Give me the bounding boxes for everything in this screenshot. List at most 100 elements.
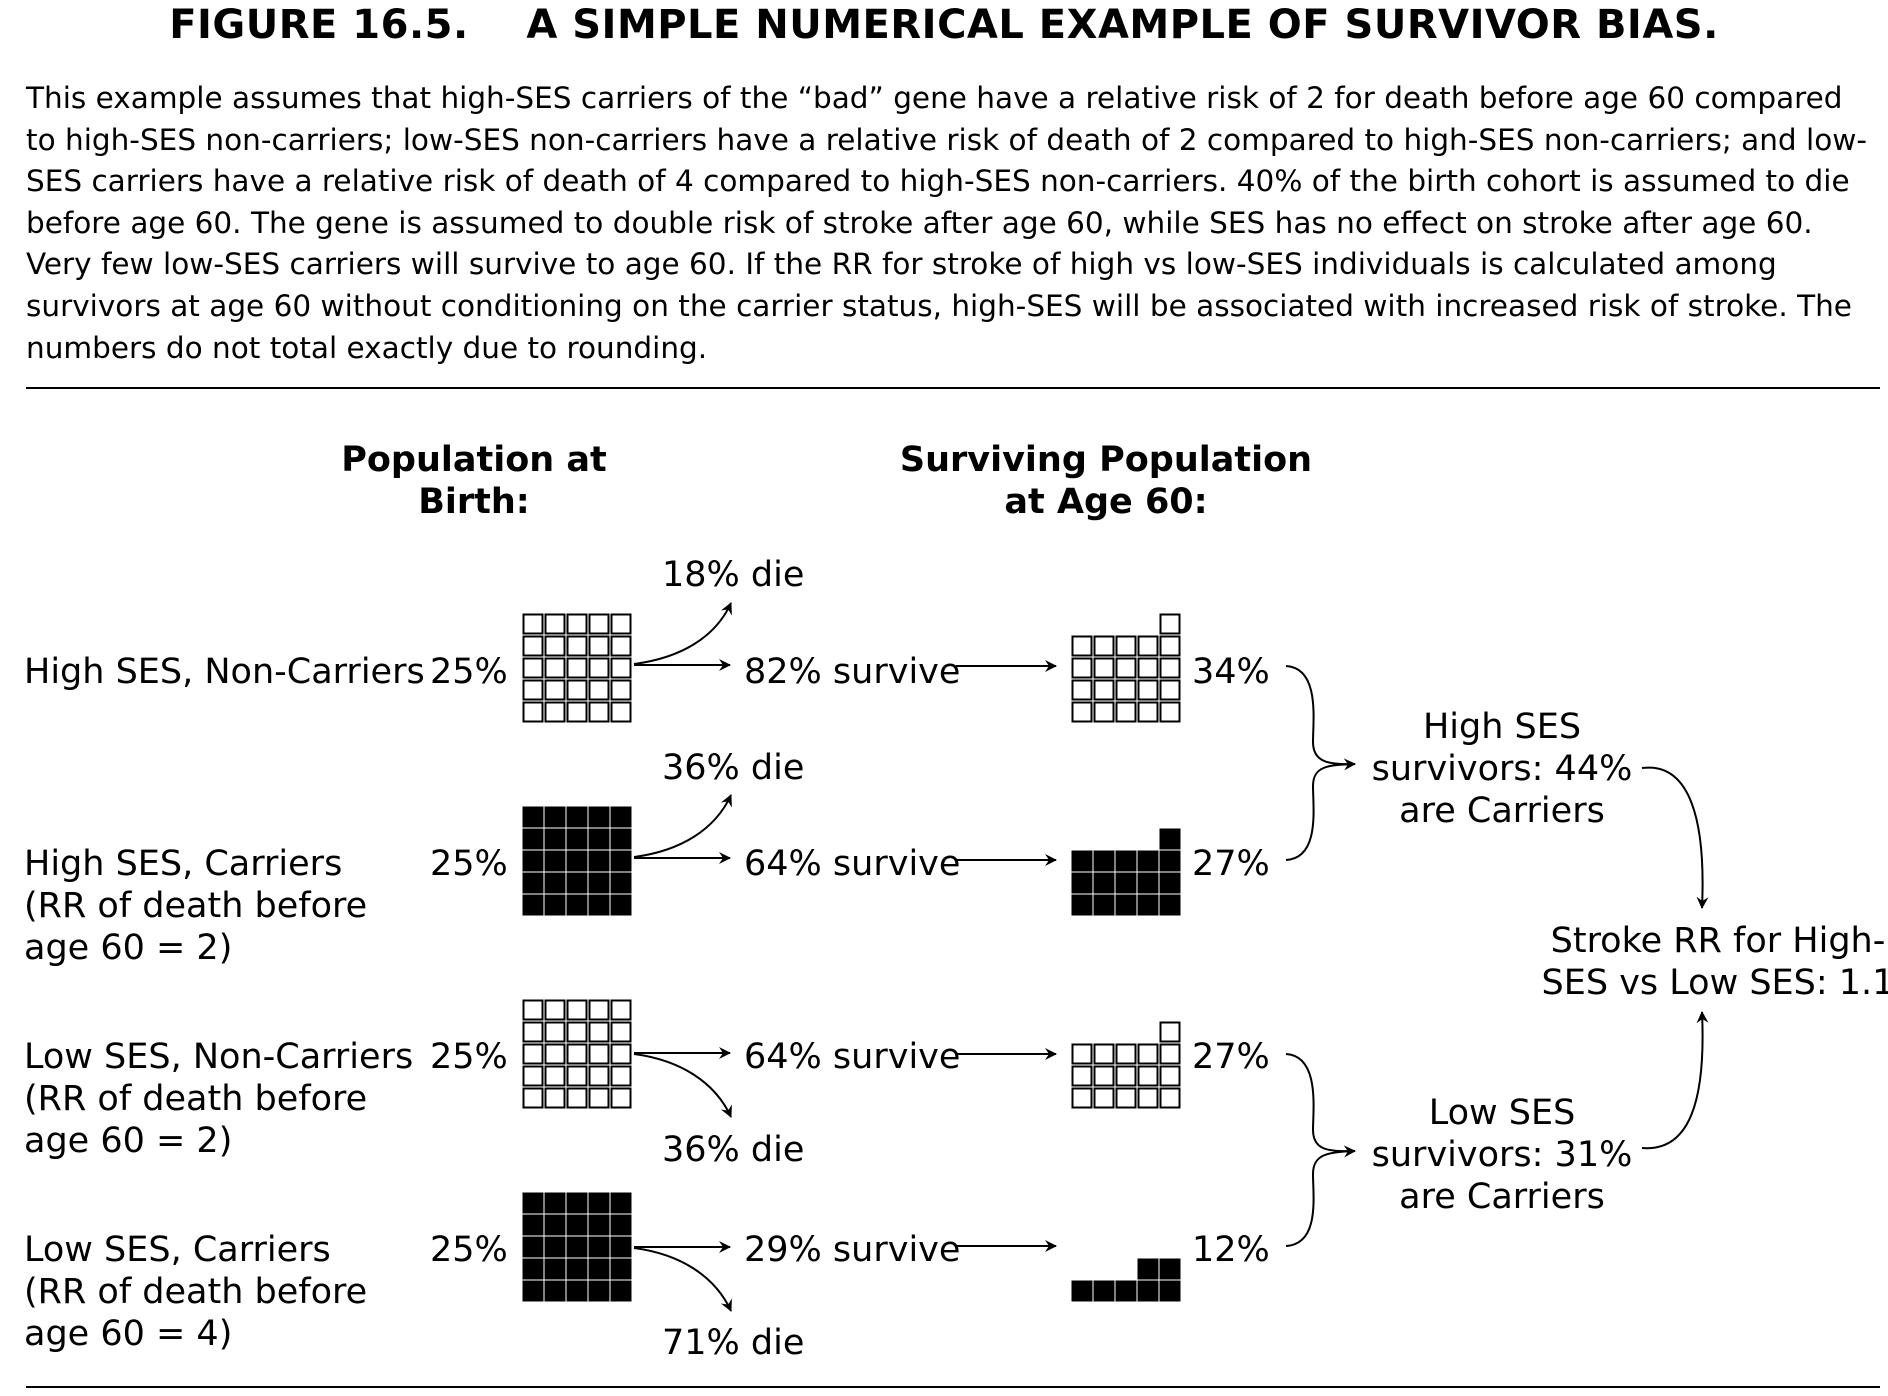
high-ses-summary-line1: High SES [1423, 707, 1581, 747]
group-high-ses-carriers: High SES, Carriers (RR of death before a… [24, 748, 1270, 968]
age60-pct: 27% [1192, 844, 1270, 884]
person-square [522, 1192, 544, 1214]
person-square [588, 701, 610, 723]
person-square [566, 1258, 588, 1280]
person-square [588, 1065, 610, 1087]
person-square [1115, 1280, 1137, 1302]
person-square [1137, 635, 1159, 657]
person-square [588, 635, 610, 657]
person-square [1137, 850, 1159, 872]
person-square [610, 635, 632, 657]
person-square [544, 701, 566, 723]
group-label-line1: High SES, Carriers [24, 844, 342, 884]
person-square [588, 999, 610, 1021]
person-square [610, 1087, 632, 1109]
person-square [588, 1043, 610, 1065]
person-square [1071, 1087, 1093, 1109]
birth-header-line1: Population at [341, 440, 607, 480]
person-square [1159, 872, 1181, 894]
person-square [1115, 1087, 1137, 1109]
person-square [610, 806, 632, 828]
person-square [1137, 1065, 1159, 1087]
person-square [1093, 657, 1115, 679]
person-square [544, 1236, 566, 1258]
person-square [1137, 657, 1159, 679]
person-square [544, 1280, 566, 1302]
birth-header-line2: Birth: [418, 482, 530, 522]
birth-pct: 25% [430, 1230, 508, 1270]
high-ses-summary-line2: survivors: 44% [1372, 749, 1633, 789]
person-square [1159, 1065, 1181, 1087]
person-square [1115, 1065, 1137, 1087]
person-square [1093, 894, 1115, 916]
person-square [566, 1043, 588, 1065]
birth-pct: 25% [430, 1037, 508, 1077]
person-square [522, 701, 544, 723]
low-ses-summary-line3: are Carriers [1399, 1177, 1605, 1217]
person-square [1093, 1065, 1115, 1087]
person-square [588, 1214, 610, 1236]
person-square [610, 1043, 632, 1065]
die-arrow [633, 1247, 732, 1312]
group-low-ses-carriers: Low SES, Carriers (RR of death before ag… [24, 1192, 1270, 1363]
person-square [610, 894, 632, 916]
person-square [1137, 1087, 1159, 1109]
person-square [544, 657, 566, 679]
person-square [1093, 872, 1115, 894]
person-square [566, 657, 588, 679]
group-label-line2: (RR of death before [24, 886, 367, 926]
age60-pct: 34% [1192, 652, 1270, 692]
person-square [588, 679, 610, 701]
person-square [1115, 1043, 1137, 1065]
person-square [544, 1021, 566, 1043]
person-square [1159, 701, 1181, 723]
person-square [1071, 635, 1093, 657]
person-square [544, 872, 566, 894]
survive-label: 64% survive [744, 844, 960, 884]
high-to-stroke-arrow [1641, 766, 1709, 909]
survivor-square-grid [1071, 1258, 1181, 1302]
person-square [566, 1192, 588, 1214]
birth-square-grid [522, 1192, 632, 1302]
person-square [588, 894, 610, 916]
person-square [1093, 701, 1115, 723]
survivor-square-grid [1071, 613, 1181, 723]
person-square [544, 679, 566, 701]
person-square [588, 872, 610, 894]
stroke-rr-line1: Stroke RR for High- [1551, 921, 1886, 961]
person-square [522, 613, 544, 635]
person-square [566, 613, 588, 635]
birth-pct: 25% [430, 652, 508, 692]
person-square [522, 894, 544, 916]
person-square [544, 1258, 566, 1280]
person-square [1115, 872, 1137, 894]
person-square [522, 1021, 544, 1043]
die-label: 71% die [662, 1323, 804, 1363]
person-square [1137, 679, 1159, 701]
person-square [1093, 635, 1115, 657]
person-square [610, 1021, 632, 1043]
person-square [544, 999, 566, 1021]
person-square [566, 806, 588, 828]
person-square [1071, 1065, 1093, 1087]
figure-caption: This example assumes that high-SES carri… [26, 81, 1868, 365]
age60-pct: 27% [1192, 1037, 1270, 1077]
age60-header-line1: Surviving Population [900, 440, 1312, 480]
low-ses-summary-line2: survivors: 31% [1372, 1135, 1633, 1175]
person-square [588, 1087, 610, 1109]
person-square [588, 1236, 610, 1258]
birth-square-grid [522, 613, 632, 723]
group-low-ses-non-carriers: Low SES, Non-Carriers (RR of death befor… [24, 999, 1270, 1170]
person-square [566, 701, 588, 723]
person-square [1071, 679, 1093, 701]
person-square [588, 828, 610, 850]
person-square [1071, 894, 1093, 916]
person-square [566, 1087, 588, 1109]
die-label: 36% die [662, 1130, 804, 1170]
low-ses-summary-line1: Low SES [1429, 1093, 1576, 1133]
group-label-line3: age 60 = 4) [24, 1314, 232, 1354]
person-square [566, 635, 588, 657]
low-ses-merge-arrow-bottom [1285, 1150, 1356, 1247]
person-square [1137, 1280, 1159, 1302]
